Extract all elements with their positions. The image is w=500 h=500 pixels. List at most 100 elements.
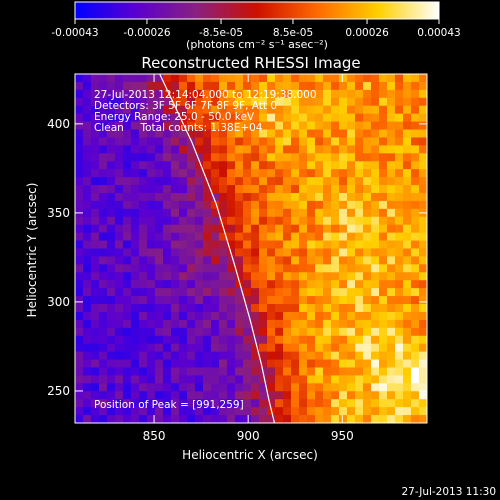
heatmap-cell bbox=[315, 81, 324, 91]
heatmap-cell bbox=[259, 113, 268, 123]
heatmap-cell bbox=[235, 399, 244, 408]
heatmap-cell bbox=[99, 81, 108, 91]
heatmap-cell bbox=[107, 161, 116, 170]
heatmap-cell bbox=[299, 367, 308, 377]
heatmap-cell bbox=[275, 296, 284, 305]
heatmap-cell bbox=[331, 248, 340, 258]
heatmap-cell bbox=[307, 200, 316, 210]
heatmap-cell bbox=[275, 129, 284, 139]
heatmap-cell bbox=[99, 105, 108, 115]
heatmap-cell bbox=[347, 200, 356, 210]
heatmap-cell bbox=[387, 200, 396, 210]
heatmap-cell bbox=[379, 200, 388, 210]
heatmap-cell bbox=[371, 272, 380, 281]
heatmap-cell bbox=[299, 407, 308, 416]
heatmap-cell bbox=[403, 161, 412, 170]
heatmap-cell bbox=[131, 97, 140, 107]
heatmap-cell bbox=[363, 391, 372, 400]
heatmap-cell bbox=[139, 399, 148, 408]
heatmap-cell bbox=[107, 327, 116, 337]
heatmap-cell bbox=[411, 89, 420, 99]
heatmap-cell bbox=[291, 145, 300, 154]
heatmap-cell bbox=[411, 264, 420, 273]
heatmap-cell bbox=[419, 129, 427, 139]
heatmap-cell bbox=[315, 137, 324, 146]
heatmap-cell bbox=[179, 296, 188, 305]
heatmap-cell bbox=[291, 153, 300, 162]
heatmap-cell bbox=[91, 327, 100, 337]
heatmap-cell bbox=[251, 89, 260, 99]
heatmap-cell bbox=[267, 137, 276, 146]
heatmap-cell bbox=[267, 240, 276, 250]
heatmap-cell bbox=[307, 185, 316, 194]
heatmap-cell bbox=[243, 335, 252, 345]
heatmap-cell bbox=[171, 264, 180, 273]
heatmap-cell bbox=[355, 367, 364, 377]
heatmap-cell bbox=[155, 232, 164, 242]
heatmap-cell bbox=[403, 311, 412, 321]
heatmap-cell bbox=[275, 383, 284, 392]
heatmap-cell bbox=[203, 81, 212, 91]
heatmap-cell bbox=[283, 81, 292, 91]
heatmap-cell bbox=[123, 185, 132, 194]
heatmap-cell bbox=[83, 240, 92, 250]
heatmap-cell bbox=[339, 240, 348, 250]
heatmap-cell bbox=[187, 383, 196, 392]
heatmap-cell bbox=[235, 375, 244, 384]
heatmap-cell bbox=[147, 113, 156, 123]
heatmap-cell bbox=[83, 153, 92, 162]
heatmap-cell bbox=[411, 208, 420, 218]
heatmap-cell bbox=[107, 89, 116, 99]
heatmap-cell bbox=[243, 415, 252, 423]
heatmap-cell bbox=[275, 145, 284, 154]
heatmap-cell bbox=[219, 327, 228, 337]
heatmap-cell bbox=[267, 272, 276, 281]
heatmap-cell bbox=[75, 169, 84, 178]
heatmap-cell bbox=[251, 232, 260, 242]
heatmap-cell bbox=[195, 224, 204, 234]
heatmap-cell bbox=[307, 367, 316, 377]
heatmap-cell bbox=[307, 391, 316, 400]
heatmap-cell bbox=[195, 240, 204, 250]
heatmap-cell bbox=[243, 153, 252, 162]
heatmap-cell bbox=[171, 113, 180, 123]
heatmap-cell bbox=[115, 367, 124, 377]
heatmap-cell bbox=[195, 216, 204, 226]
heatmap-cell bbox=[275, 153, 284, 162]
heatmap-cell bbox=[171, 145, 180, 154]
heatmap-cell bbox=[99, 248, 108, 258]
heatmap-cell bbox=[291, 113, 300, 123]
heatmap-cell bbox=[395, 224, 404, 234]
heatmap-cell bbox=[99, 351, 108, 361]
heatmap-cell bbox=[267, 319, 276, 329]
heatmap-cell bbox=[203, 89, 212, 99]
heatmap-cell bbox=[387, 74, 396, 83]
heatmap-cell bbox=[419, 343, 427, 353]
heatmap-cell bbox=[259, 74, 268, 83]
heatmap-cell bbox=[75, 200, 84, 210]
heatmap-cell bbox=[323, 74, 332, 83]
heatmap-cell bbox=[347, 232, 356, 242]
heatmap-cell bbox=[147, 89, 156, 99]
heatmap-cell bbox=[187, 343, 196, 353]
heatmap-cell bbox=[131, 399, 140, 408]
colorbar-ticks: -0.00043 -0.00026 -8.5e-05 8.5e-05 0.00026 0.… bbox=[51, 19, 461, 39]
heatmap-cell bbox=[123, 240, 132, 250]
heatmap-cell bbox=[323, 264, 332, 273]
heatmap-cell bbox=[219, 351, 228, 361]
heatmap-cell bbox=[291, 272, 300, 281]
heatmap-cell bbox=[339, 74, 348, 83]
heatmap-cell bbox=[147, 224, 156, 234]
heatmap-cell bbox=[275, 185, 284, 194]
heatmap-cell bbox=[227, 89, 236, 99]
heatmap-cell bbox=[323, 288, 332, 297]
heatmap-cell bbox=[243, 399, 252, 408]
heatmap-cell bbox=[339, 351, 348, 361]
heatmap-cell bbox=[323, 319, 332, 329]
heatmap-cell bbox=[419, 216, 427, 226]
heatmap-cell bbox=[171, 137, 180, 146]
heatmap-cell bbox=[107, 169, 116, 178]
heatmap-cell bbox=[91, 415, 100, 423]
x-tick-label: 900 bbox=[237, 429, 260, 443]
heatmap-cell bbox=[323, 153, 332, 162]
